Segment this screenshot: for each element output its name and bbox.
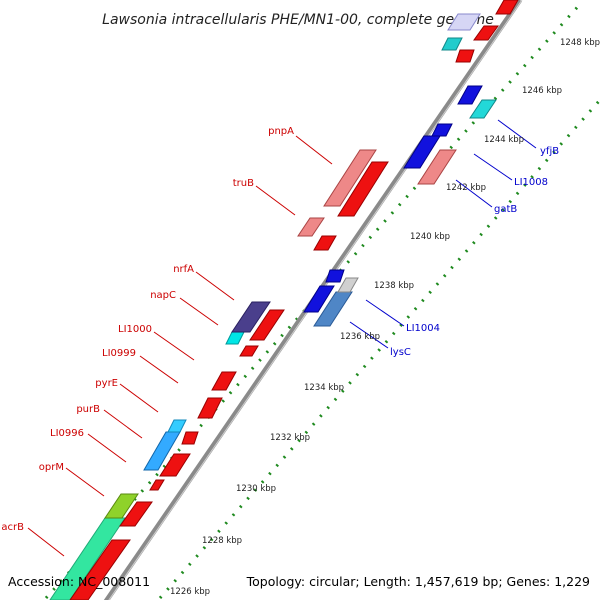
tick-label: 1248 kbp (560, 38, 600, 48)
tick-label: 1240 kbp (410, 232, 450, 242)
label-LI0996[interactable]: LI0996 (50, 428, 84, 439)
label-gatB[interactable]: gatB (494, 204, 517, 215)
gene-pyrE-a[interactable] (159, 453, 191, 477)
tick-label: 1234 kbp (304, 383, 344, 393)
gene-pnpA[interactable] (323, 149, 377, 207)
label-truB[interactable]: truB (233, 178, 254, 189)
gene-top-red-a[interactable] (455, 49, 475, 63)
label-LI1008[interactable]: LI1008 (514, 177, 548, 188)
gene-top-lavender[interactable] (447, 13, 481, 31)
gene-napC[interactable] (225, 331, 245, 345)
gene-red-7[interactable] (337, 161, 389, 217)
label-lysC[interactable]: lysC (390, 347, 411, 358)
label-oprM[interactable]: oprM (39, 462, 64, 473)
leader-lines (27, 119, 537, 557)
gene-pyrE-b[interactable] (181, 431, 199, 445)
gene-features-right (303, 85, 497, 327)
gene-gray[interactable] (337, 277, 359, 293)
gene-features-left (49, 0, 519, 600)
gene-LI1004[interactable] (303, 285, 335, 313)
label-acrB[interactable]: acrB (1, 522, 24, 533)
tick-label: 1236 kbp (340, 332, 380, 342)
tick-label: 1232 kbp (270, 433, 310, 443)
gene-gatB[interactable] (417, 149, 457, 185)
gene-top-red-c[interactable] (495, 0, 519, 15)
gene-yfjB[interactable] (469, 99, 497, 119)
gene-oprM[interactable] (104, 493, 139, 519)
gene-LI1000[interactable] (211, 371, 237, 391)
gene-red-3[interactable] (149, 479, 165, 491)
tick-labels: 1226 kbp 1228 kbp 1230 kbp 1232 kbp 1234… (170, 38, 600, 597)
label-purB[interactable]: purB (76, 404, 100, 415)
gene-red-2[interactable] (119, 501, 153, 527)
tick-track-right (158, 99, 600, 599)
tick-label: 1242 kbp (446, 183, 486, 193)
gene-top-cyan[interactable] (441, 37, 463, 51)
tick-label: 1226 kbp (170, 587, 210, 597)
gene-purB[interactable] (167, 419, 187, 433)
gene-nrfA[interactable] (231, 301, 271, 333)
label-yfjB[interactable]: yfjB (540, 146, 559, 157)
gene-truB[interactable] (297, 217, 325, 237)
label-napC[interactable]: napC (150, 290, 176, 301)
gene-lysC[interactable] (313, 291, 353, 327)
gene-blue-top[interactable] (431, 123, 453, 137)
gene-blue-yfjB[interactable] (457, 85, 483, 105)
left-labels: pnpA truB nrfA napC LI1000 LI0999 pyrE p… (1, 126, 294, 533)
gene-blue-small[interactable] (325, 269, 345, 283)
gene-red-1[interactable] (69, 539, 131, 600)
label-LI1004[interactable]: LI1004 (406, 323, 440, 334)
gene-red-6[interactable] (313, 235, 337, 251)
tick-label: 1246 kbp (522, 86, 562, 96)
label-LI0999[interactable]: LI0999 (102, 348, 136, 359)
gene-acrB[interactable] (49, 517, 126, 600)
label-LI1000[interactable]: LI1000 (118, 324, 152, 335)
genome-stats-text: Topology: circular; Length: 1,457,619 bp… (246, 574, 590, 589)
accession-text: Accession: NC_008011 (8, 574, 150, 589)
tick-label: 1238 kbp (374, 281, 414, 291)
tick-label: 1244 kbp (484, 135, 524, 145)
label-pnpA[interactable]: pnpA (268, 126, 294, 137)
label-pyrE[interactable]: pyrE (95, 378, 118, 389)
tick-label: 1230 kbp (236, 484, 276, 494)
genome-title: Lawsonia intracellularis PHE/MN1-00, com… (102, 12, 494, 28)
gene-red-4[interactable] (239, 345, 259, 357)
tick-label: 1228 kbp (202, 536, 242, 546)
right-labels: yfjB LI1008 gatB LI1004 lysC (390, 146, 559, 358)
gene-LI0999[interactable] (197, 397, 223, 419)
gene-top-red-b[interactable] (473, 25, 499, 41)
label-nrfA[interactable]: nrfA (173, 264, 194, 275)
gene-red-5[interactable] (249, 309, 285, 341)
